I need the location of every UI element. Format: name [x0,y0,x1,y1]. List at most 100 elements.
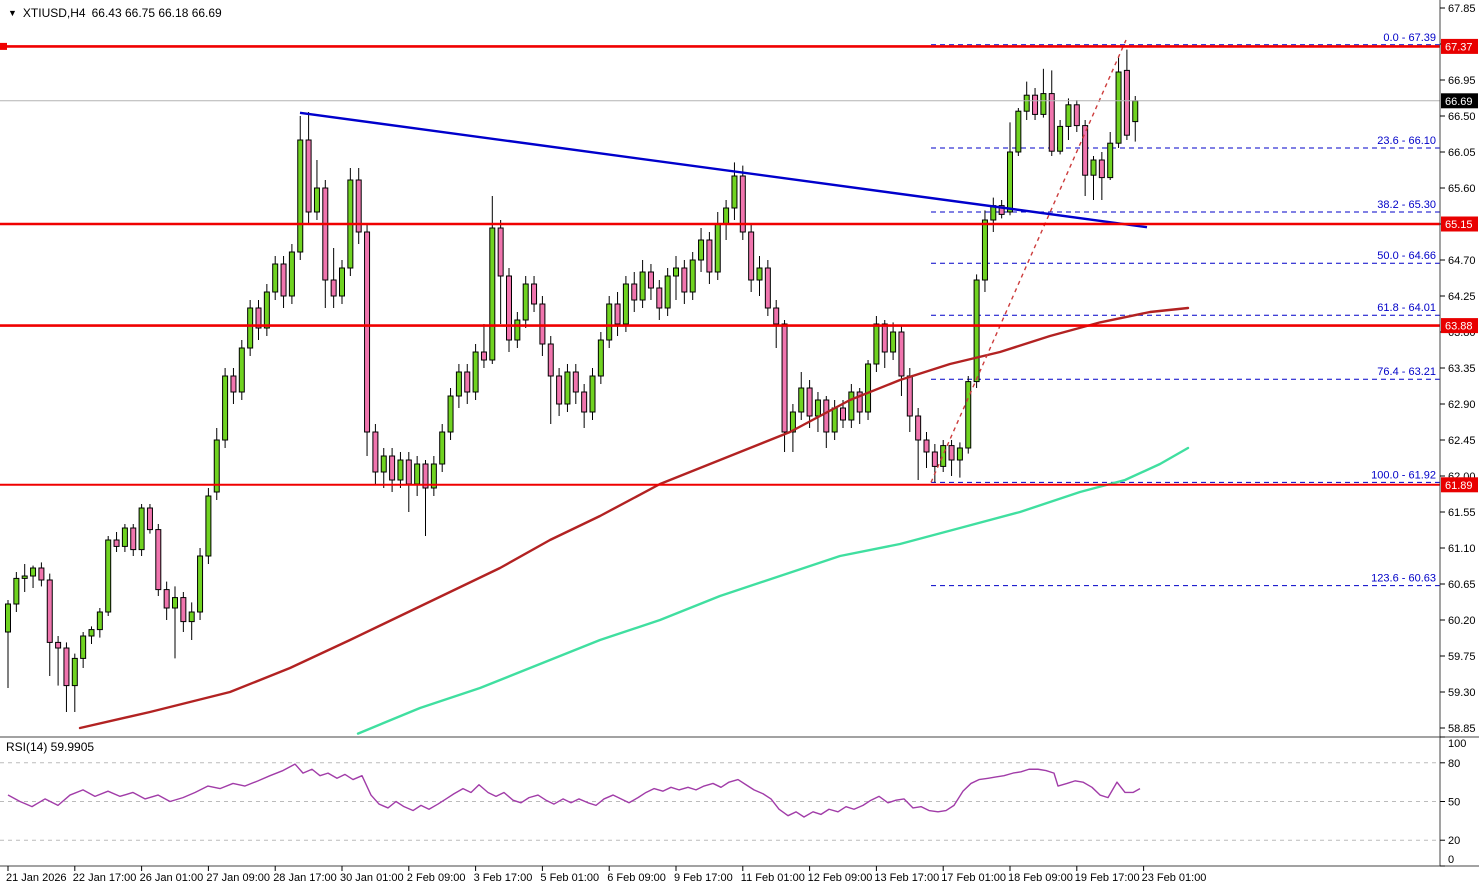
candle-bullish [1057,120,1064,155]
price-axis[interactable]: 67.8567.4066.9566.5066.0565.6065.1564.70… [1440,3,1478,735]
candle-body [531,283,538,305]
candle-body [589,375,596,413]
line-anchor-marker[interactable] [0,42,7,50]
candle-bearish [631,272,638,312]
rsi-tick-label: 80 [1448,758,1460,770]
candle-body [405,459,412,485]
chevron-down-icon[interactable]: ▼ [8,8,17,18]
candle-bullish [698,228,705,272]
time-tick-label: 22 Jan 17:00 [73,872,137,884]
candle-body [522,283,529,321]
candle-body [213,439,220,493]
candle-bearish [856,388,863,424]
price-badge [1441,38,1478,54]
candle-bullish [1090,156,1097,200]
candle-bearish [230,368,237,404]
time-axis[interactable]: 21 Jan 2026 22 Jan 17:00 26 Jan 01:00 27 Ja… [6,866,1206,884]
candle-bearish [998,200,1005,219]
candle-body [55,641,62,649]
candle-body [105,539,112,613]
candle-body [1115,71,1122,144]
candle-body [973,279,980,383]
candle-bullish [673,256,679,300]
candle-body [138,507,145,551]
candle-body [1123,69,1130,136]
candle-body [130,527,137,551]
candle-body [455,371,462,397]
candle-body [789,411,796,433]
candle-bearish [38,562,45,587]
time-tick-label: 19 Feb 17:00 [1075,872,1140,884]
rsi-line [7,763,1141,818]
candle-bullish [798,372,805,420]
candle-body [873,323,880,365]
candle-body [581,391,588,413]
candle-bullish [439,424,446,472]
candle-body [814,399,821,417]
candle-bearish [748,224,755,292]
candle-bearish [372,424,379,484]
time-tick-label: 30 Jan 01:00 [340,872,404,884]
candle-bearish [647,264,654,300]
candle-body [389,455,396,481]
candle-body [430,463,437,489]
candle-body [556,375,563,405]
price-tick-label: 62.90 [1448,399,1476,411]
candle-body [915,415,922,441]
candle-body [439,431,446,465]
candle-bullish [848,384,855,428]
candle-body [673,267,679,277]
candle-body [422,463,429,489]
candle-bearish [1073,100,1080,132]
price-tick-label: 59.30 [1448,687,1476,699]
candle-body [948,445,955,461]
candle-bearish [706,232,713,284]
candle-bearish [781,320,788,452]
price-badge-value: 63.88 [1445,321,1473,333]
candle-body [364,231,371,433]
candle-body [1048,93,1055,152]
candle-body [414,463,421,485]
candle-bearish [1098,152,1105,200]
price-badge [1441,93,1478,109]
candle-body [1082,125,1089,176]
rsi-indicator-label: RSI(14) 59.9905 [6,740,95,754]
candle-body [71,657,78,687]
price-tick-label: 61.10 [1448,543,1476,555]
candle-bearish [305,112,312,224]
price-tick-label: 63.35 [1448,363,1476,375]
candle-body [46,579,53,643]
candle-bullish [238,340,245,400]
candle-body [313,187,320,213]
rsi-tick-label: 20 [1448,835,1460,847]
candle-body [681,267,688,293]
candle-body [1023,94,1030,112]
candle-body [1040,93,1047,115]
candle-bearish [1123,49,1130,140]
candle-bearish [163,581,170,620]
rsi-tick-label: 100 [1448,738,1466,750]
time-tick-label: 27 Jan 09:00 [206,872,270,884]
candle-bullish [121,524,128,552]
candle-bearish [497,220,504,324]
candle-bullish [339,260,345,304]
candle-body [322,187,329,281]
time-tick-label: 21 Jan 2026 [6,872,67,884]
candle-bearish [146,504,153,534]
candle-body [731,175,738,209]
candle-body [756,267,763,281]
candle-body [163,589,170,609]
candle-body [547,343,554,377]
candle-body [923,439,930,453]
candle-body [305,139,312,213]
candle-body [773,307,780,325]
price-badge-value: 67.37 [1445,41,1473,53]
rsi-axis[interactable]: 100 80 50 20 0 [1440,736,1466,867]
candle-body [631,283,638,301]
fibonacci-levels-layer: 0.0 - 67.39 23.6 - 66.10 38.2 - 65.30 50.0 … [931,32,1440,587]
candle-bearish [572,364,579,404]
price-tick-label: 66.50 [1448,111,1476,123]
candle-body [965,381,972,449]
candle-body [146,507,153,531]
